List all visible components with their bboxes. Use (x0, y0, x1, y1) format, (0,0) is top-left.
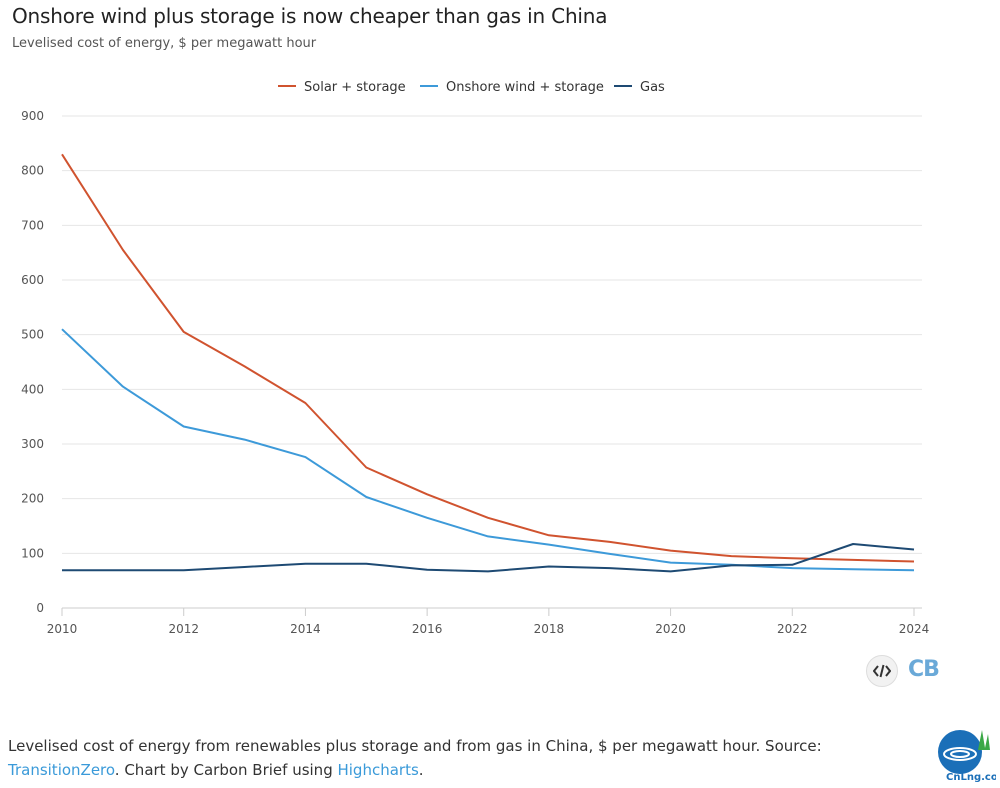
legend-label: Gas (640, 80, 665, 95)
highcharts-link[interactable]: Highcharts (337, 761, 419, 779)
y-tick-label: 800 (21, 164, 44, 178)
embed-code-button[interactable] (866, 655, 898, 687)
y-tick-label: 200 (21, 492, 44, 506)
x-tick-label: 2024 (899, 622, 930, 636)
code-icon (873, 664, 891, 678)
y-tick-label: 700 (21, 218, 44, 232)
carbon-brief-logo[interactable]: CB (908, 657, 940, 682)
series-line-solar-storage (61, 153, 915, 563)
x-tick-label: 2018 (534, 622, 565, 636)
x-tick-label: 2016 (412, 622, 443, 636)
line-chart: 0 100 200 300 400 500 600 700 800 900 2010 2012 2014… (21, 80, 930, 636)
figure-caption: Levelised cost of energy from renewables… (8, 734, 928, 782)
source-link[interactable]: TransitionZero (8, 761, 115, 779)
y-tick-label: 600 (21, 273, 44, 287)
y-tick-label: 400 (21, 382, 44, 396)
x-tick-label: 2014 (290, 622, 321, 636)
y-tick-label: 900 (21, 109, 44, 123)
series-line-onshore-wind-storage (61, 328, 915, 572)
x-tick-label: 2022 (777, 622, 808, 636)
series-line-gas (62, 543, 915, 573)
legend-label: Solar + storage (304, 80, 406, 95)
legend-label: Onshore wind + storage (446, 80, 604, 95)
caption-text-end: . (418, 761, 424, 779)
x-tick-label: 2010 (47, 622, 78, 636)
watermark-text: CnLng.com (946, 772, 996, 783)
x-tick-label: 2012 (168, 622, 199, 636)
cnlng-logo-icon: CnLng.com (938, 730, 1000, 783)
chart-title: Onshore wind plus storage is now cheaper… (12, 4, 608, 28)
y-tick-label: 300 (21, 437, 44, 451)
x-tick-label: 2020 (655, 622, 686, 636)
chart-subtitle: Levelised cost of energy, $ per megawatt… (12, 36, 317, 51)
caption-text-middle: . Chart by Carbon Brief using (114, 761, 338, 779)
y-tick-label: 0 (36, 601, 44, 615)
caption-text: Levelised cost of energy from renewables… (8, 737, 822, 755)
watermark-logo: CnLng.com (930, 724, 1000, 784)
y-tick-label: 500 (21, 328, 44, 342)
y-tick-label: 100 (21, 546, 44, 560)
